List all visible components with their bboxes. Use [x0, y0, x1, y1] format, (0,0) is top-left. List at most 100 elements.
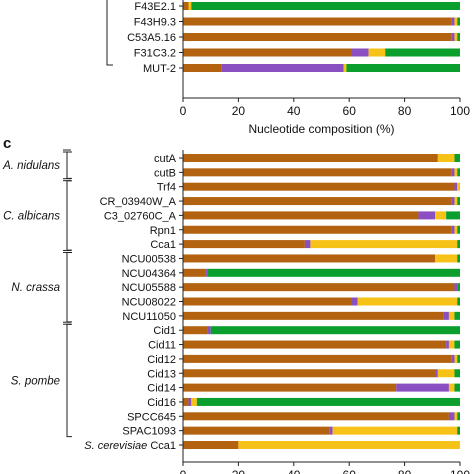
- y-tick-label: Cid16: [147, 397, 176, 409]
- bar-segment-yellow: [454, 17, 458, 26]
- y-tick-label: Cid1: [153, 325, 176, 337]
- x-tick-label: 60: [343, 468, 357, 474]
- bar-segment-yellow: [437, 369, 455, 378]
- bar-segment-brown: [183, 33, 452, 41]
- bar-segment-brown: [183, 211, 419, 220]
- bar-segment-green: [457, 254, 460, 263]
- panel-c-chart: cutA cutB Trf4 CR_03940W_A C3_02760C_A Rpn1 Cc…: [2, 149, 470, 474]
- bar-segment-purple: [454, 283, 458, 292]
- y-tick-label: F43H9.3: [134, 17, 176, 29]
- bar-segment-green: [454, 154, 460, 162]
- bar-segment-green: [457, 426, 460, 435]
- bar-segment-yellow: [437, 154, 455, 162]
- y-tick-label: Trf4: [157, 182, 176, 194]
- bar-segment-brown: [183, 168, 452, 177]
- y-tick-label: C53A5.16: [127, 32, 176, 44]
- bar-segment-brown: [183, 48, 352, 57]
- bar-segment-brown: [183, 283, 455, 292]
- x-tick-label: 20: [232, 104, 246, 118]
- bar-segment-yellow: [343, 64, 347, 72]
- bar-segment-green: [457, 412, 460, 421]
- bar-segment-purple: [451, 354, 455, 363]
- x-tick-label: 100: [450, 468, 470, 474]
- bar-segment-brown: [183, 64, 222, 72]
- bar-segment-brown: [183, 225, 452, 234]
- bar-segment-green: [457, 17, 460, 26]
- y-tick-label: Cca1: [150, 239, 176, 251]
- bar-segment-yellow: [435, 211, 447, 220]
- x-tick-label: 80: [398, 104, 412, 118]
- y-tick-label: S. cerevisiae Cca1: [84, 440, 176, 452]
- bar-segment-green: [457, 240, 460, 249]
- bar-segment-green: [454, 340, 460, 349]
- bar-segment-green: [191, 2, 460, 10]
- x-tick-label: 40: [287, 468, 301, 474]
- y-tick-label: C3_02760C_A: [104, 210, 177, 222]
- bar-segment-yellow: [368, 48, 386, 57]
- group-bracket: [106, 0, 113, 66]
- bar-segment-yellow: [357, 297, 458, 306]
- bar-segment-purple: [451, 168, 455, 177]
- bar-segment-brown: [183, 354, 452, 363]
- bar-segment-green: [454, 311, 460, 320]
- bar-segment-green: [454, 383, 460, 392]
- bar-segment-yellow: [454, 197, 458, 206]
- y-tick-label: Cid12: [147, 354, 176, 366]
- bar-segment-brown: [183, 17, 452, 26]
- group-label: A. nidulans: [2, 160, 60, 172]
- bar-segment-purple: [304, 240, 311, 249]
- bar-segment-green: [457, 168, 460, 177]
- y-tick-label: F31C3.2: [134, 48, 176, 60]
- y-tick-label: F43E2.1: [134, 1, 176, 13]
- bar-segment-purple: [205, 268, 208, 277]
- y-tick-label: Rpn1: [150, 225, 176, 237]
- bar-segment-green: [457, 354, 460, 363]
- bar-segment-green: [457, 225, 460, 234]
- bar-segment-brown: [183, 311, 444, 320]
- x-tick-label: 0: [180, 104, 187, 118]
- species-name: S. cerevisiae: [84, 440, 150, 452]
- y-tick-label: NCU05588: [122, 282, 176, 294]
- y-tick-label: NCU00538: [122, 253, 176, 265]
- group-bracket: [66, 251, 72, 323]
- bar-segment-green: [454, 369, 460, 378]
- bar-segment-brown: [183, 254, 436, 263]
- bar-segment-purple: [448, 412, 455, 421]
- bar-segment-purple: [451, 197, 455, 206]
- bar-segment-purple: [451, 33, 455, 41]
- panel-label: c: [3, 135, 11, 152]
- bar-segment-yellow: [454, 412, 458, 421]
- y-tick-label: CR_03940W_A: [100, 196, 177, 208]
- bar-segment-purple: [207, 326, 211, 335]
- bar-segment-yellow: [457, 182, 460, 191]
- y-tick-label: Cid11: [148, 340, 176, 352]
- group-bracket: [66, 323, 72, 438]
- bar-segment-green: [457, 297, 460, 306]
- bar-segment-green: [446, 211, 460, 220]
- bar-segment-yellow: [238, 441, 460, 449]
- bar-segment-purple: [451, 225, 455, 234]
- bar-segment-yellow: [191, 397, 197, 406]
- group-label: S. pombe: [11, 375, 60, 387]
- x-tick-label: 100: [450, 104, 470, 118]
- bar-segment-brown: [183, 397, 189, 406]
- y-tick-label: SPAC1093: [122, 426, 176, 438]
- y-tick-label: MUT-2: [143, 63, 176, 75]
- bar-segment-green: [457, 283, 460, 292]
- bar-segment-purple: [446, 340, 449, 349]
- x-tick-label: 0: [180, 468, 187, 474]
- x-tick-label: 40: [287, 104, 301, 118]
- bar-segment-purple: [351, 48, 369, 57]
- bar-segment-yellow: [448, 340, 455, 349]
- bar-segment-brown: [183, 182, 455, 191]
- x-tick-label: 60: [343, 104, 357, 118]
- bar-segment-brown: [183, 441, 239, 449]
- bar-segment-green: [385, 48, 460, 57]
- bar-segment-brown: [183, 412, 449, 421]
- bar-segment-brown: [183, 340, 447, 349]
- bar-segment-green: [207, 268, 460, 277]
- bar-segment-yellow: [454, 354, 458, 363]
- bar-segment-brown: [183, 426, 330, 435]
- bar-segment-purple: [396, 383, 449, 392]
